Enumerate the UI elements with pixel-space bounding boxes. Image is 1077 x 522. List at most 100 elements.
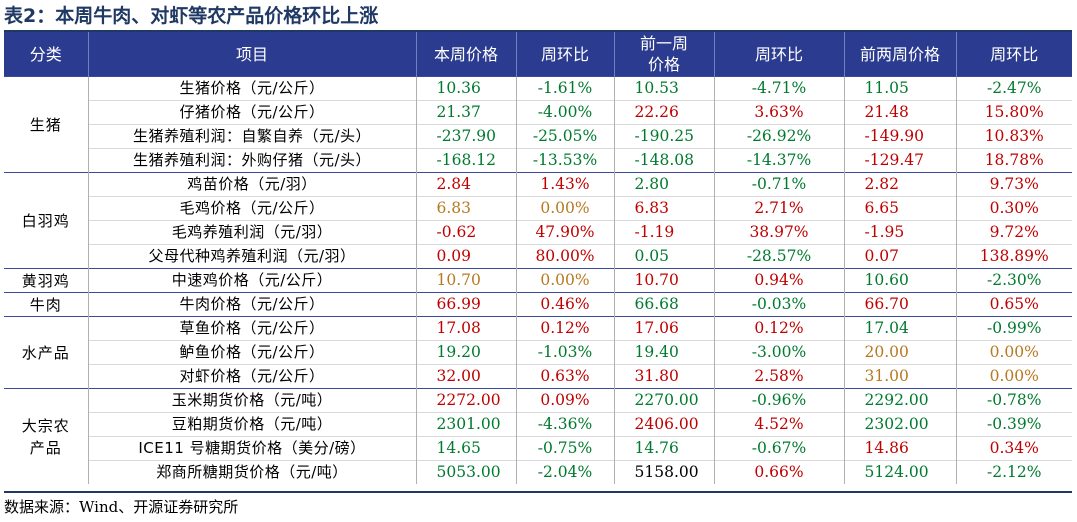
item-cell: 生猪价格（元/公斤） <box>87 76 416 101</box>
table-body: 生猪 生猪价格（元/公斤） 10.36 -1.61% 10.53 -4.71% 11.05-… <box>4 76 1072 484</box>
price-cell: -1.95 <box>843 220 956 245</box>
price-cell: 66.99 <box>415 292 516 317</box>
change-cell: 4.52% <box>713 412 844 437</box>
change-cell: -4.00% <box>515 100 614 125</box>
table-row: 黄羽鸡 中速鸡价格（元/公斤） 10.70 0.00% 10.70 0.94% 10.60-… <box>4 268 1072 293</box>
price-cell: 19.40 <box>613 340 714 365</box>
change-cell: 10.83% <box>955 124 1072 149</box>
header-prev-week-price: 前一周 价格 <box>613 32 714 77</box>
item-cell: 鲈鱼价格（元/公斤） <box>87 340 416 365</box>
table-row: 生猪养殖利润：外购仔猪（元/头） -168.12 -13.53% -148.08 -14… <box>4 148 1072 173</box>
change-cell: -4.36% <box>515 412 614 437</box>
item-cell: ICE11 号糖期货价格（美分/磅） <box>87 436 416 461</box>
change-cell: 0.00% <box>515 268 614 293</box>
item-cell: 豆粕期货价格（元/吨） <box>87 412 416 437</box>
change-cell: -1.61% <box>515 76 614 101</box>
header-wow-2: 周环比 <box>713 32 844 77</box>
change-cell: 2.58% <box>713 364 844 389</box>
price-cell: -149.90 <box>843 124 956 149</box>
change-cell: 9.73% <box>955 172 1072 197</box>
change-cell: 0.00% <box>955 364 1072 389</box>
change-cell: -25.05% <box>515 124 614 149</box>
table-row: 大宗农 产品 玉米期货价格（元/吨） 2272.00 0.09% 2270.00 -0.9… <box>4 388 1072 484</box>
price-cell: 10.36 <box>415 76 516 101</box>
header-wow-1: 周环比 <box>515 32 614 77</box>
change-cell: 80.00% <box>515 244 614 269</box>
table-title: 表2：本周牛肉、对虾等农产品价格环比上涨 <box>4 5 379 27</box>
change-cell: 0.12% <box>713 316 844 341</box>
change-cell: 138.89% <box>955 244 1072 269</box>
price-cell: 21.48 <box>843 100 956 125</box>
price-cell: 17.04 <box>843 316 956 341</box>
change-cell: -3.00% <box>713 340 844 365</box>
price-cell: 0.05 <box>613 244 714 269</box>
table-row: ICE11 号糖期货价格（美分/磅） 14.65 -0.75% 14.76 -0.67%… <box>4 436 1072 461</box>
change-cell: -14.37% <box>713 148 844 173</box>
item-cell: 牛肉价格（元/公斤） <box>87 292 416 317</box>
change-cell: -28.57% <box>713 244 844 269</box>
change-cell: -0.75% <box>515 436 614 461</box>
price-cell: 10.53 <box>613 76 714 101</box>
change-cell: 9.72% <box>955 220 1072 245</box>
category-cell: 大宗农 产品 <box>4 388 88 484</box>
change-cell: 15.80% <box>955 100 1072 125</box>
price-cell: 6.83 <box>415 196 516 221</box>
header-category: 分类 <box>4 32 88 77</box>
item-cell: 中速鸡价格（元/公斤） <box>87 268 416 293</box>
change-cell: 0.46% <box>515 292 614 317</box>
change-cell: -1.03% <box>515 340 614 365</box>
change-cell: 0.63% <box>515 364 614 389</box>
change-cell: -0.67% <box>713 436 844 461</box>
price-cell: 5158.00 <box>613 460 714 484</box>
price-cell: 6.65 <box>843 196 956 221</box>
change-cell: 0.66% <box>713 460 844 484</box>
price-cell: 66.70 <box>843 292 956 317</box>
change-cell: -2.12% <box>955 460 1072 484</box>
price-cell: 10.70 <box>415 268 516 293</box>
change-cell: -13.53% <box>515 148 614 173</box>
price-cell: -148.08 <box>613 148 714 173</box>
price-cell: 21.37 <box>415 100 516 125</box>
price-cell: -237.90 <box>415 124 516 149</box>
price-cell: -168.12 <box>415 148 516 173</box>
price-cell: 2406.00 <box>613 412 714 437</box>
price-cell: 66.68 <box>613 292 714 317</box>
price-cell: 14.76 <box>613 436 714 461</box>
table-row: 毛鸡养殖利润（元/羽） -0.62 47.90% -1.19 38.97% -1.95 9.… <box>4 220 1072 245</box>
item-cell: 仔猪价格（元/公斤） <box>87 100 416 125</box>
price-cell: 0.09 <box>415 244 516 269</box>
price-cell: 31.80 <box>613 364 714 389</box>
price-cell: 2301.00 <box>415 412 516 437</box>
item-cell: 毛鸡价格（元/公斤） <box>87 196 416 221</box>
header-wow-3: 周环比 <box>955 32 1072 77</box>
change-cell: -2.04% <box>515 460 614 484</box>
item-cell: 父母代种鸡养殖利润（元/羽） <box>87 244 416 269</box>
change-cell: 0.00% <box>515 196 614 221</box>
change-cell: -0.39% <box>955 412 1072 437</box>
table-row: 白羽鸡 鸡苗价格（元/羽） 2.84 1.43% 2.80 -0.71% 2.82 9.73% <box>4 172 1072 269</box>
price-cell: 0.07 <box>843 244 956 269</box>
category-cell: 水产品 <box>4 316 88 389</box>
change-cell: 0.12% <box>515 316 614 341</box>
change-cell: 0.94% <box>713 268 844 293</box>
title-rule <box>4 30 1072 32</box>
price-cell: 2292.00 <box>843 388 956 413</box>
category-cell: 黄羽鸡 <box>4 268 88 293</box>
table-row: 水产品 草鱼价格（元/公斤） 17.08 0.12% 17.06 0.12% 17.04 -0… <box>4 316 1072 389</box>
change-cell: 2.71% <box>713 196 844 221</box>
price-cell: 2272.00 <box>415 388 516 413</box>
price-cell: -1.19 <box>613 220 714 245</box>
table-row: 对虾价格（元/公斤） 32.00 0.63% 31.80 2.58% 31.00 0.00% <box>4 364 1072 389</box>
table-row: 豆粕期货价格（元/吨） 2301.00 -4.36% 2406.00 4.52% 2302… <box>4 412 1072 437</box>
change-cell: -4.71% <box>713 76 844 101</box>
header-row: 分类 项目 本周价格 周环比 前一周 价格 周环比 前两周价格 周环比 <box>4 32 1072 77</box>
change-cell: -0.96% <box>713 388 844 413</box>
price-cell: 14.65 <box>415 436 516 461</box>
category-cell: 白羽鸡 <box>4 172 88 269</box>
price-cell: 2.84 <box>415 172 516 197</box>
change-cell: 0.00% <box>955 340 1072 365</box>
change-cell: 0.09% <box>515 388 614 413</box>
price-cell: 10.60 <box>843 268 956 293</box>
item-cell: 毛鸡养殖利润（元/羽） <box>87 220 416 245</box>
price-cell: 2.82 <box>843 172 956 197</box>
